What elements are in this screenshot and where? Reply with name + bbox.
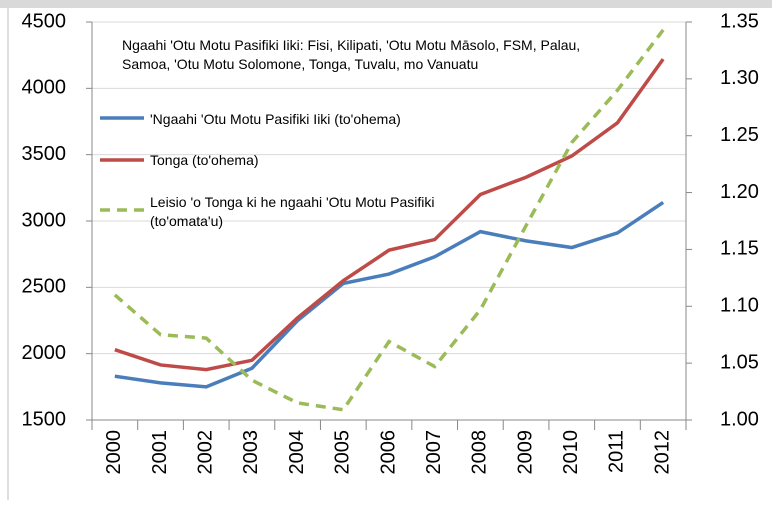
x-tick-label: 2008	[469, 430, 491, 475]
x-tick-label: 2006	[377, 430, 399, 475]
y2-tick-label: 1.20	[720, 181, 759, 203]
legend-label: 'Ngaahi 'Otu Motu Pasifiki Iiki (to'ohem…	[150, 111, 401, 127]
y2-tick-label: 1.05	[720, 351, 759, 373]
y-tick-label: 2500	[22, 276, 67, 298]
y2-tick-label: 1.10	[720, 295, 759, 317]
x-tick-label: 2009	[514, 430, 536, 475]
y2-tick-label: 1.00	[720, 408, 759, 430]
y-tick-label: 3500	[22, 143, 67, 165]
series-line	[113, 28, 665, 412]
y2-tick-label: 1.30	[720, 67, 759, 89]
x-tick-label: 2001	[149, 430, 171, 475]
x-tick-label: 2007	[423, 430, 445, 475]
x-tick-label: 2003	[240, 430, 262, 475]
y-tick-label: 1500	[22, 408, 67, 430]
y2-tick-label: 1.35	[720, 10, 759, 32]
y-tick-label: 3000	[22, 209, 67, 231]
y-tick-label: 4500	[22, 10, 67, 32]
series-line	[114, 58, 665, 372]
x-tick-label: 2012	[651, 430, 673, 475]
x-tick-label: 2002	[195, 430, 217, 475]
y2-tick-label: 1.15	[720, 238, 759, 260]
annotation: Ngaahi 'Otu Motu Pasifiki Iiki: Fisi, Ki…	[122, 37, 581, 72]
y-tick-label: 4000	[22, 77, 67, 99]
y-tick-label: 2000	[22, 342, 67, 364]
x-tick-label: 2011	[606, 430, 628, 473]
x-tick-label: 2010	[560, 430, 582, 475]
legend-label: Tonga (to'ohema)	[150, 152, 259, 168]
x-tick-label: 2005	[332, 430, 354, 475]
series-line	[114, 200, 665, 389]
x-tick-label: 2000	[103, 430, 125, 475]
top-bar	[0, 0, 772, 8]
legend-label: Leisio 'o Tonga ki he ngaahi 'Otu Motu P…	[150, 194, 435, 229]
x-tick-label: 2004	[286, 430, 308, 475]
y2-tick-label: 1.25	[720, 124, 759, 146]
